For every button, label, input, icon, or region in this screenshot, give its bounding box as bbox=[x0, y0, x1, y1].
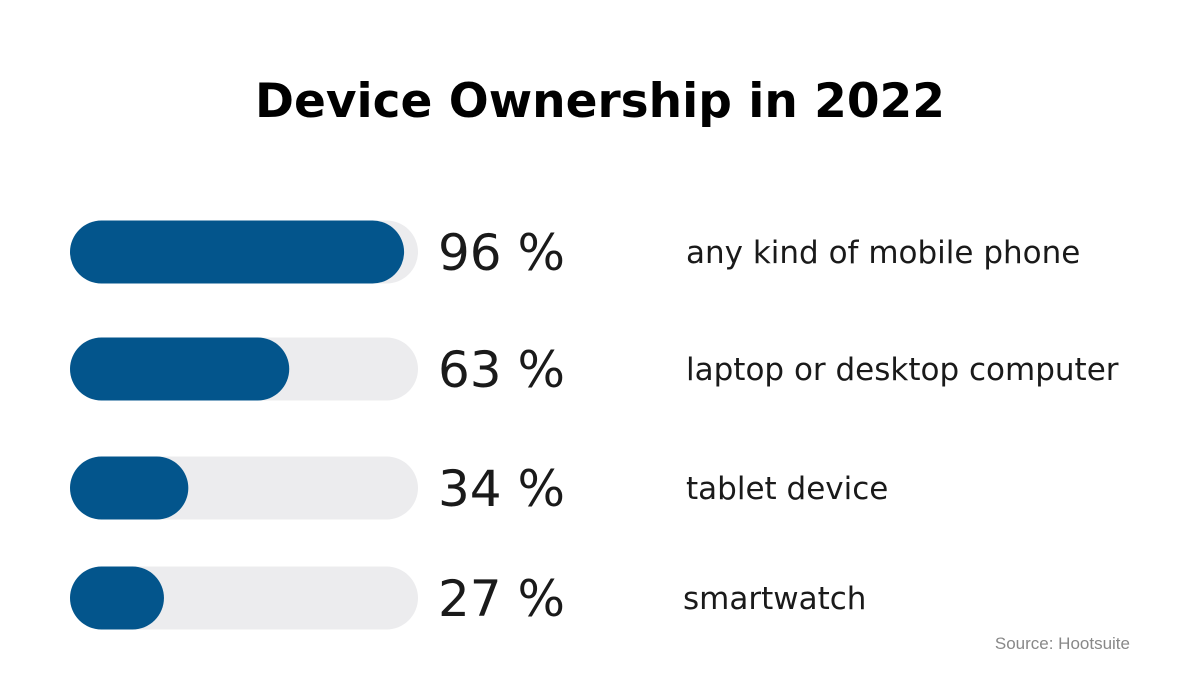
bar-fill bbox=[70, 337, 290, 401]
chart-title: Device Ownership in 2022 bbox=[255, 74, 945, 129]
source-note: Source: Hootsuite bbox=[995, 634, 1130, 653]
category-label: tablet device bbox=[686, 471, 888, 507]
bar-fill bbox=[70, 456, 189, 520]
bar-group: 96 % any kind of mobile phone 63 % laptop o… bbox=[70, 220, 1119, 630]
value-label: 27 % bbox=[438, 570, 565, 628]
bar-fill bbox=[70, 220, 405, 284]
value-label: 96 % bbox=[438, 224, 565, 282]
bar-fill bbox=[70, 566, 164, 630]
value-label: 34 % bbox=[438, 460, 565, 518]
value-label: 63 % bbox=[438, 341, 565, 399]
category-label: smartwatch bbox=[683, 581, 866, 617]
category-label: laptop or desktop computer bbox=[686, 352, 1119, 388]
category-label: any kind of mobile phone bbox=[686, 235, 1080, 271]
